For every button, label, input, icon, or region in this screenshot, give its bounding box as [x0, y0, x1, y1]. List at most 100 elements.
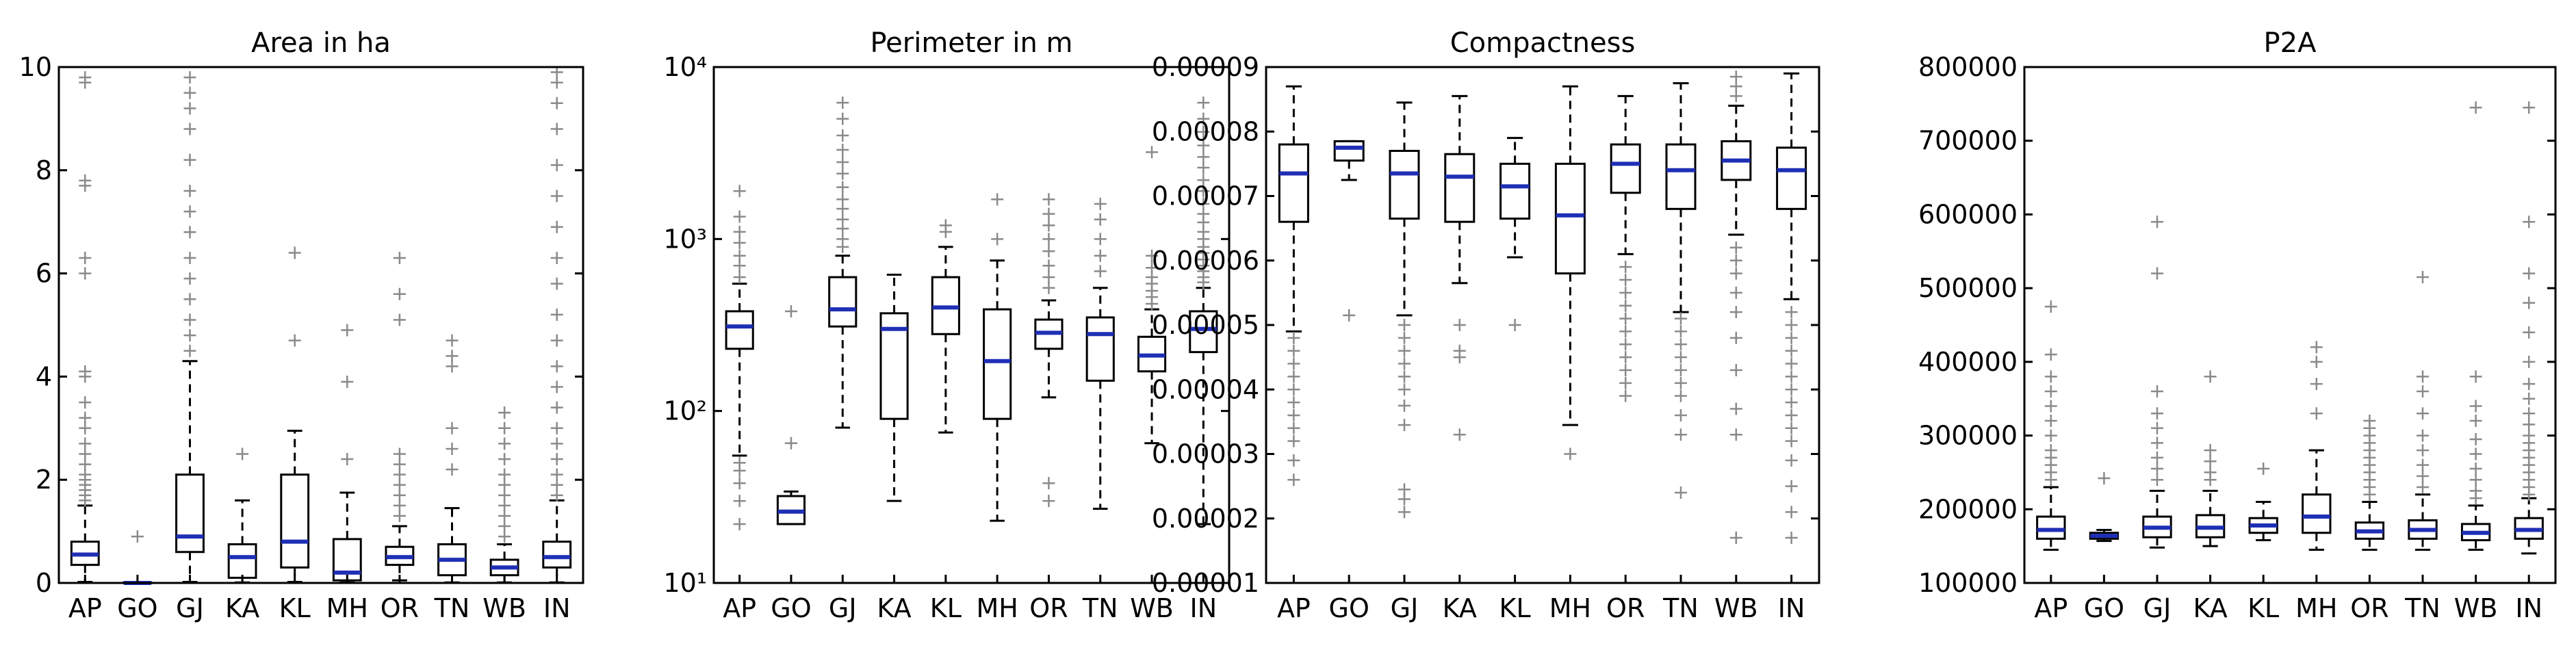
box-GO [1333, 140, 1365, 162]
flier-TN [446, 350, 459, 363]
flier-GJ [1398, 344, 1411, 357]
plot-frame [57, 66, 584, 584]
box-KL [1499, 162, 1531, 220]
y-tick-label: 4 [36, 361, 52, 391]
flier-OR [1619, 261, 1632, 274]
x-tick-label-IN: IN [1778, 593, 1805, 623]
flier-TN [1094, 198, 1107, 211]
flier-IN [1785, 396, 1798, 409]
flier-AP [79, 411, 92, 424]
flier-GJ [1398, 319, 1411, 331]
flier-GJ [183, 344, 196, 357]
flier-AP [79, 396, 92, 409]
flier-AP [2044, 400, 2057, 413]
box-AP [2036, 515, 2066, 540]
flier-TN [1675, 363, 1687, 376]
flier-WB [2469, 415, 2482, 428]
flier-GJ [836, 129, 849, 142]
flier-WB [498, 453, 511, 466]
panel-title: Area in ha [251, 27, 391, 59]
flier-IN [550, 76, 563, 89]
flier-AP [79, 365, 92, 378]
flier-GJ [183, 71, 196, 84]
flier-GJ [183, 205, 196, 218]
flier-GJ [836, 96, 849, 109]
flier-GJ [2151, 437, 2163, 450]
x-tick-label-WB: WB [1714, 593, 1758, 623]
flier-IN [2523, 429, 2536, 442]
flier-AP [1287, 408, 1300, 421]
flier-IN [1197, 174, 1210, 187]
flier-IN [1785, 434, 1798, 447]
x-tick-label-GJ: GJ [176, 593, 204, 623]
flier-AP [1287, 454, 1300, 467]
flier-TN [1675, 428, 1687, 441]
flier-IN [550, 478, 563, 491]
flier-IN [550, 360, 563, 373]
flier-GJ [1398, 331, 1411, 344]
flier-WB [1729, 331, 1742, 344]
flier-IN [2523, 378, 2536, 391]
flier-GJ [2151, 216, 2163, 229]
flier-IN [1785, 319, 1798, 331]
x-tick-label-GO: GO [2084, 593, 2124, 623]
flier-OR [1619, 274, 1632, 287]
flier-OR [1042, 259, 1055, 272]
flier-AP [1287, 383, 1300, 396]
y-tick-label: 0.00004 [1152, 374, 1259, 404]
flier-IN [1785, 357, 1798, 370]
flier-GJ [2151, 407, 2163, 420]
flier-GJ [183, 226, 196, 239]
y-tick-label: 2 [36, 465, 52, 495]
flier-IN [550, 334, 563, 347]
flier-AP [2044, 429, 2057, 442]
flier-IN [1197, 112, 1210, 125]
x-tick-label-KL: KL [2247, 593, 2279, 623]
flier-AP [1287, 331, 1300, 344]
flier-IN [2523, 267, 2536, 280]
flier-GJ [2151, 385, 2163, 398]
flier-OR [1042, 495, 1055, 508]
y-tick-label: 0 [36, 568, 52, 598]
x-tick-label-IN: IN [543, 593, 571, 623]
flier-MH [341, 324, 354, 337]
flier-KL [939, 219, 952, 232]
flier-IN [550, 96, 563, 109]
x-tick-label-TN: TN [434, 593, 470, 623]
flier-OR [1619, 363, 1632, 376]
flier-OR [1619, 299, 1632, 312]
flier-TN [2417, 469, 2429, 482]
flier-WB [498, 478, 511, 491]
flier-WB [2469, 473, 2482, 486]
flier-WB [1729, 241, 1742, 254]
flier-GJ [1398, 370, 1411, 383]
y-tick-label: 10⁴ [663, 52, 707, 82]
flier-GJ [183, 293, 196, 306]
flier-GJ [183, 86, 196, 99]
flier-WB [1729, 267, 1742, 280]
flier-TN [1675, 408, 1687, 421]
flier-AP [2044, 415, 2057, 428]
flier-WB [498, 421, 511, 434]
flier-GJ [836, 167, 849, 180]
flier-IN [1785, 421, 1798, 434]
x-tick-label-AP: AP [2034, 593, 2068, 623]
flier-IN [1197, 198, 1210, 211]
x-tick-label-TN: TN [2404, 593, 2440, 623]
flier-GJ [836, 181, 849, 194]
flier-WB [498, 499, 511, 512]
flier-AP [733, 495, 746, 508]
flier-MH [1564, 447, 1577, 460]
flier-KA [2204, 444, 2217, 457]
flier-WB [1146, 146, 1159, 159]
flier-MH [341, 453, 354, 466]
x-tick-label-IN: IN [1190, 593, 1218, 623]
x-tick-label-KA: KA [2193, 593, 2227, 623]
flier-TN [1675, 389, 1687, 402]
plot-frame [712, 66, 1231, 584]
flier-OR [1619, 389, 1632, 402]
flier-IN [2523, 392, 2536, 405]
flier-WB [1729, 428, 1742, 441]
flier-AP [79, 267, 92, 280]
x-tick-label-KA: KA [225, 593, 259, 623]
